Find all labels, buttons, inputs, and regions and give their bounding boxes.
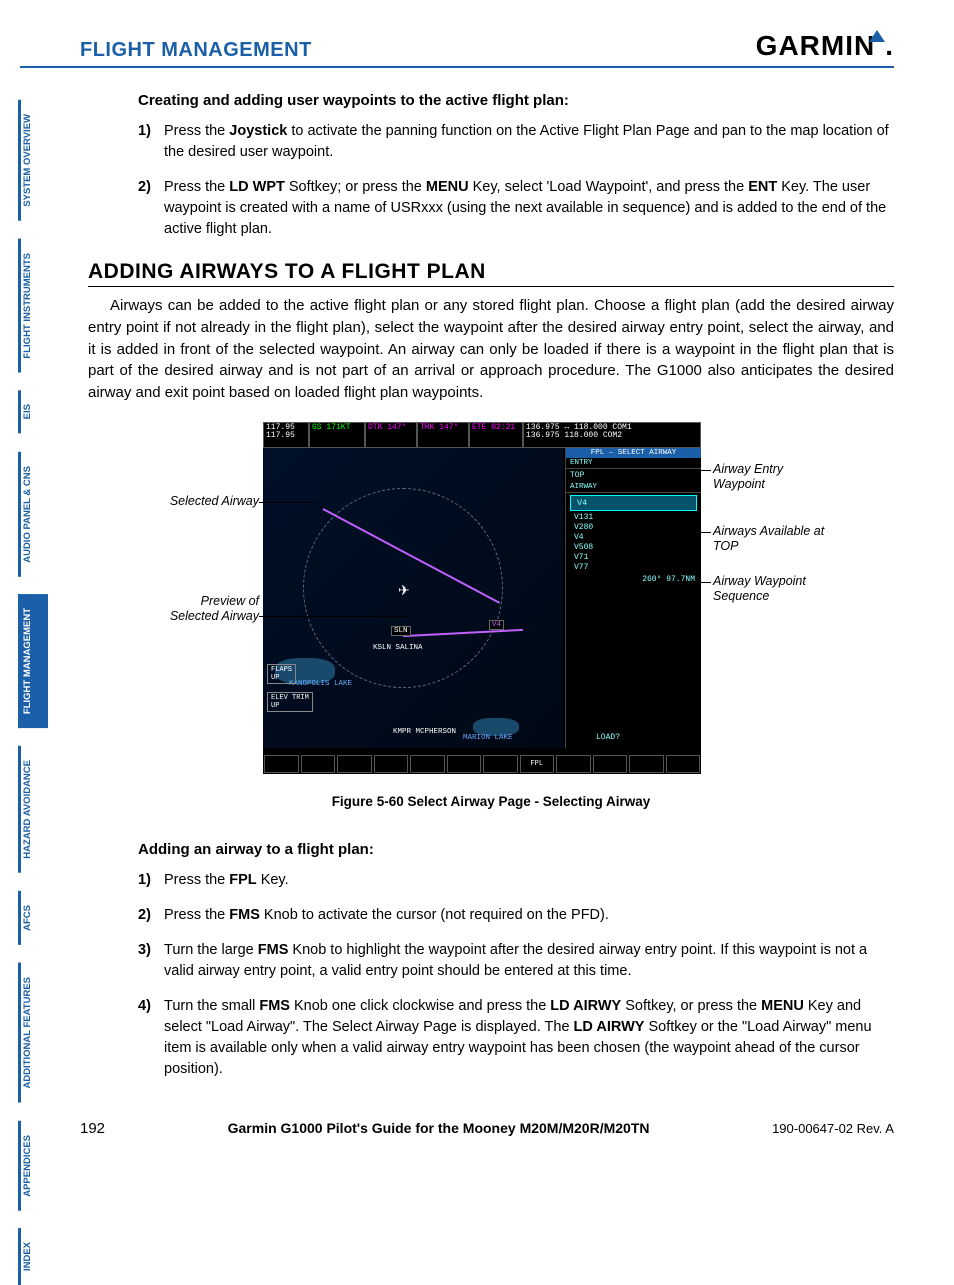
airway-option: V508 xyxy=(566,543,701,553)
softkey xyxy=(374,755,409,773)
figure: 117.95117.95 GS 171KT DTK 147° TRK 147° … xyxy=(151,422,831,782)
callout-seq: Airway Waypoint Sequence xyxy=(713,574,833,604)
step: 1)Press the FPL Key. xyxy=(138,870,894,891)
softkey xyxy=(666,755,701,773)
airway-option: V131 xyxy=(566,513,701,523)
step: 4)Turn the small FMS Knob one click cloc… xyxy=(138,996,894,1080)
mfd-map: ✈ SLN V4 KSLN SALINA KMPR MCPHERSON MARI… xyxy=(263,448,563,748)
side-tab[interactable]: FLIGHT MANAGEMENT xyxy=(18,594,48,728)
footer-title: Garmin G1000 Pilot's Guide for the Moone… xyxy=(228,1120,650,1136)
heading-adding: Adding an airway to a flight plan: xyxy=(138,841,894,858)
softkey xyxy=(301,755,336,773)
side-tab[interactable]: INDEX xyxy=(18,1228,48,1285)
section-header: FLIGHT MANAGEMENT xyxy=(80,39,312,62)
softkey xyxy=(593,755,628,773)
softkey xyxy=(264,755,299,773)
callout-entry-wpt: Airway Entry Waypoint xyxy=(713,462,831,492)
softkey xyxy=(447,755,482,773)
side-tab[interactable]: AUDIO PANEL & CNS xyxy=(18,452,48,577)
softkey xyxy=(410,755,445,773)
softkey: FPL xyxy=(520,755,555,773)
softkey xyxy=(629,755,664,773)
step: 2)Press the FMS Knob to activate the cur… xyxy=(138,905,894,926)
footer-rev: 190-00647-02 Rev. A xyxy=(772,1121,894,1136)
airway-option: V280 xyxy=(566,523,701,533)
side-tabs: SYSTEM OVERVIEW FLIGHT INSTRUMENTS EIS AUDI… xyxy=(18,100,48,1285)
figure-caption: Figure 5-60 Select Airway Page - Selecti… xyxy=(88,794,894,809)
heading-section: ADDING AIRWAYS TO A FLIGHT PLAN xyxy=(88,260,894,287)
airway-option: V4 xyxy=(566,533,701,543)
side-tab[interactable]: SYSTEM OVERVIEW xyxy=(18,100,48,221)
heading-creating: Creating and adding user waypoints to th… xyxy=(138,92,894,109)
side-tab[interactable]: FLIGHT INSTRUMENTS xyxy=(18,239,48,373)
softkey xyxy=(556,755,591,773)
softkey xyxy=(483,755,518,773)
airway-option: V77 xyxy=(566,563,701,573)
side-tab[interactable]: AFCS xyxy=(18,891,48,945)
callout-selected-airway: Selected Airway xyxy=(151,494,259,509)
mfd-screenshot: 117.95117.95 GS 171KT DTK 147° TRK 147° … xyxy=(263,422,701,774)
side-tab[interactable]: EIS xyxy=(18,390,48,433)
page-number: 192 xyxy=(80,1120,105,1137)
softkey xyxy=(337,755,372,773)
airway-option: V71 xyxy=(566,553,701,563)
side-tab[interactable]: ADDITIONAL FEATURES xyxy=(18,963,48,1103)
step: 3)Turn the large FMS Knob to highlight t… xyxy=(138,940,894,982)
callout-preview: Preview of Selected Airway xyxy=(151,594,259,624)
step: 2)Press the LD WPT Softkey; or press the… xyxy=(138,177,894,240)
side-tab[interactable]: HAZARD AVOIDANCE xyxy=(18,746,48,873)
step: 1)Press the Joystick to activate the pan… xyxy=(138,121,894,163)
side-tab[interactable]: APPENDICES xyxy=(18,1121,48,1211)
intro-paragraph: Airways can be added to the active fligh… xyxy=(88,295,894,404)
mfd-right-panel: FPL – SELECT AIRWAY ENTRY TOP AIRWAY V4 … xyxy=(565,448,701,748)
callout-available: Airways Available at TOP xyxy=(713,524,831,554)
garmin-logo: GARMIN. xyxy=(756,30,894,62)
